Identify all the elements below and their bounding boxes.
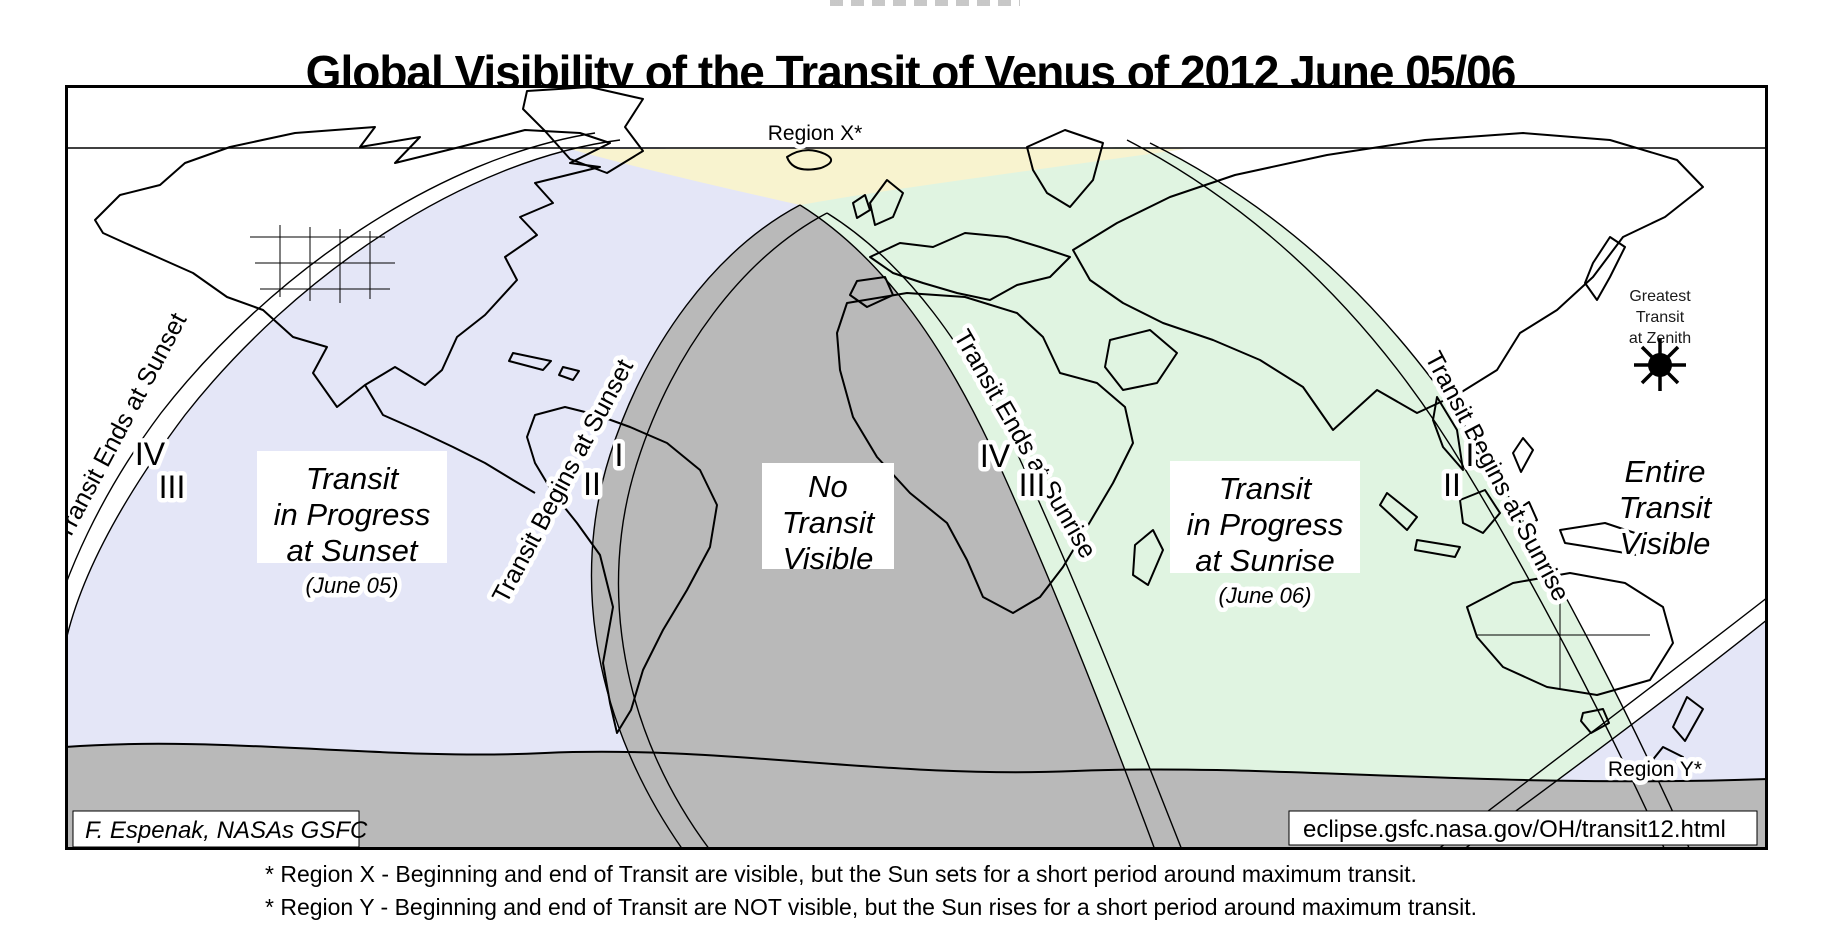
ireland-outline bbox=[852, 194, 871, 219]
scandinavia-outline bbox=[1026, 129, 1104, 208]
arabia-outline bbox=[1104, 329, 1178, 391]
sunset-zone-line1: Transit bbox=[306, 461, 400, 496]
url-text: eclipse.gsfc.nasa.gov/OH/transit12.html bbox=[1303, 816, 1726, 843]
credit-text: F. Espenak, NASAs GSFC bbox=[85, 817, 368, 844]
australia-state-lines bbox=[1477, 575, 1650, 690]
sunrise-zone-date: (June 06) bbox=[1219, 583, 1312, 608]
africa-outline bbox=[836, 292, 1134, 614]
asia-outline bbox=[1072, 132, 1704, 431]
curve-transit-ends-sunrise-iii bbox=[826, 212, 1183, 851]
sunrise-label-box bbox=[1170, 461, 1360, 573]
tasmania-outline bbox=[1580, 708, 1610, 734]
greatest-transit-line2: Transit bbox=[1636, 309, 1685, 326]
sunset-label-box bbox=[257, 451, 447, 563]
sulawesi-outline bbox=[1516, 501, 1538, 531]
sunrise-zone-line3: at Sunrise bbox=[1195, 543, 1335, 578]
greatest-transit-line3: at Zenith bbox=[1629, 330, 1691, 347]
south-america-outline bbox=[526, 406, 718, 734]
antarctica-coastline bbox=[64, 742, 1769, 783]
new-zealand-north-outline bbox=[1672, 696, 1704, 742]
cropped-text-remnant bbox=[830, 0, 1020, 6]
greenland-outline bbox=[522, 86, 644, 174]
japan-outline bbox=[1584, 236, 1626, 301]
region-x-label: Region X* bbox=[768, 122, 863, 145]
curve-transit-ends-sunset-iv bbox=[46, 132, 596, 646]
url-box: eclipse.gsfc.nasa.gov/OH/transit12.html bbox=[1288, 810, 1758, 846]
madagascar-outline bbox=[1132, 529, 1164, 586]
sunrise-zone-line2: in Progress bbox=[1187, 507, 1344, 542]
hispaniola-outline bbox=[558, 366, 580, 381]
sunset-zone-line3: at Sunset bbox=[287, 533, 419, 568]
philippines-outline bbox=[1512, 437, 1534, 473]
map-svg: Region X* Region Y* Transit Ends at Suns… bbox=[45, 85, 1769, 851]
contact-iii-sunset: III bbox=[159, 469, 186, 505]
contact-iv-sunset: IV bbox=[135, 436, 166, 472]
uk-outline bbox=[869, 179, 904, 226]
no-transit-line2: Transit bbox=[782, 505, 876, 540]
cuba-outline bbox=[508, 352, 552, 371]
curve-transit-begins-sunrise-i bbox=[1126, 139, 1666, 851]
polar-band bbox=[65, 85, 1768, 147]
no-transit-line3: Visible bbox=[783, 541, 874, 576]
north-america-outline bbox=[94, 126, 611, 408]
borneo-outline bbox=[1459, 489, 1501, 534]
iceland-outline bbox=[786, 149, 832, 171]
entire-zone-line1: Entire bbox=[1625, 454, 1706, 489]
footnote-region-x: * Region X - Beginning and end of Transi… bbox=[265, 861, 1417, 887]
sunset-zone-line2: in Progress bbox=[274, 497, 431, 532]
continent-outlines bbox=[94, 86, 1704, 784]
sumatra-outline bbox=[1379, 492, 1418, 531]
curve-transit-begins-sunset-ii bbox=[590, 204, 801, 851]
no-transit-label-box bbox=[762, 463, 894, 569]
footnote-region-y: * Region Y - Beginning and end of Transi… bbox=[265, 894, 1477, 920]
greatest-transit-line1: Greatest bbox=[1629, 288, 1691, 305]
europe-outline bbox=[869, 232, 1071, 301]
curve-transit-ends-sunrise-iv bbox=[799, 204, 1156, 851]
region-y-label: Region Y* bbox=[1608, 758, 1702, 781]
australia-outline bbox=[1466, 572, 1674, 696]
new-guinea-outline bbox=[1559, 522, 1648, 556]
contact-ii-sunset: II bbox=[583, 466, 601, 502]
sunset-zone-date: (June 05) bbox=[306, 573, 399, 598]
central-america-outline bbox=[364, 384, 536, 494]
contact-iv-sunrise: IV bbox=[980, 438, 1011, 474]
iberia-outline bbox=[849, 276, 894, 308]
contact-i-sunset: I bbox=[615, 437, 624, 473]
java-outline bbox=[1414, 539, 1461, 558]
se-asia-outline bbox=[1432, 396, 1464, 471]
contact-iii-sunrise: III bbox=[1019, 467, 1046, 503]
world-visibility-map: Region X* Region Y* Transit Ends at Suns… bbox=[45, 85, 1769, 851]
entire-zone-line3: Visible bbox=[1620, 526, 1711, 561]
contact-i-sunrise: I bbox=[1466, 437, 1475, 473]
no-transit-line1: No bbox=[808, 469, 848, 504]
credit-box: F. Espenak, NASAs GSFC bbox=[72, 810, 368, 848]
curve-transit-ends-sunset-iii bbox=[64, 139, 621, 646]
entire-zone-line2: Transit bbox=[1619, 490, 1713, 525]
us-state-lines bbox=[250, 225, 395, 303]
sunrise-zone-line1: Transit bbox=[1219, 471, 1313, 506]
map-border bbox=[65, 85, 1768, 850]
curve-transit-begins-sunset-i bbox=[617, 212, 828, 851]
curve-transit-begins-sunrise-ii bbox=[1149, 142, 1691, 851]
contact-ii-sunrise: II bbox=[1443, 467, 1461, 503]
sun-symbol-icon bbox=[1634, 339, 1686, 391]
footnotes: * Region X - Beginning and end of Transi… bbox=[265, 858, 1477, 924]
